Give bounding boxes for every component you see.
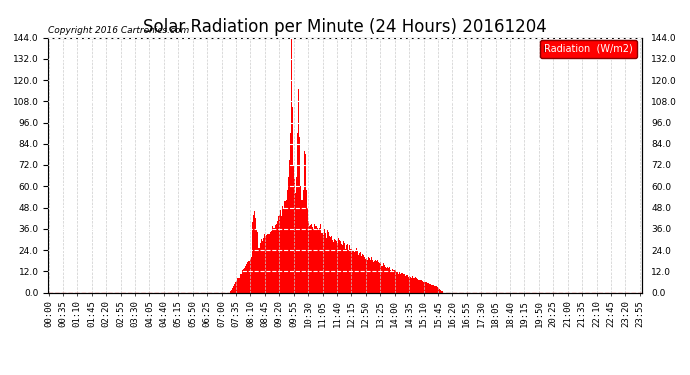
Title: Solar Radiation per Minute (24 Hours) 20161204: Solar Radiation per Minute (24 Hours) 20…: [143, 18, 547, 36]
Legend: Radiation  (W/m2): Radiation (W/m2): [540, 40, 637, 58]
Text: Copyright 2016 Cartronics.com: Copyright 2016 Cartronics.com: [48, 26, 190, 35]
